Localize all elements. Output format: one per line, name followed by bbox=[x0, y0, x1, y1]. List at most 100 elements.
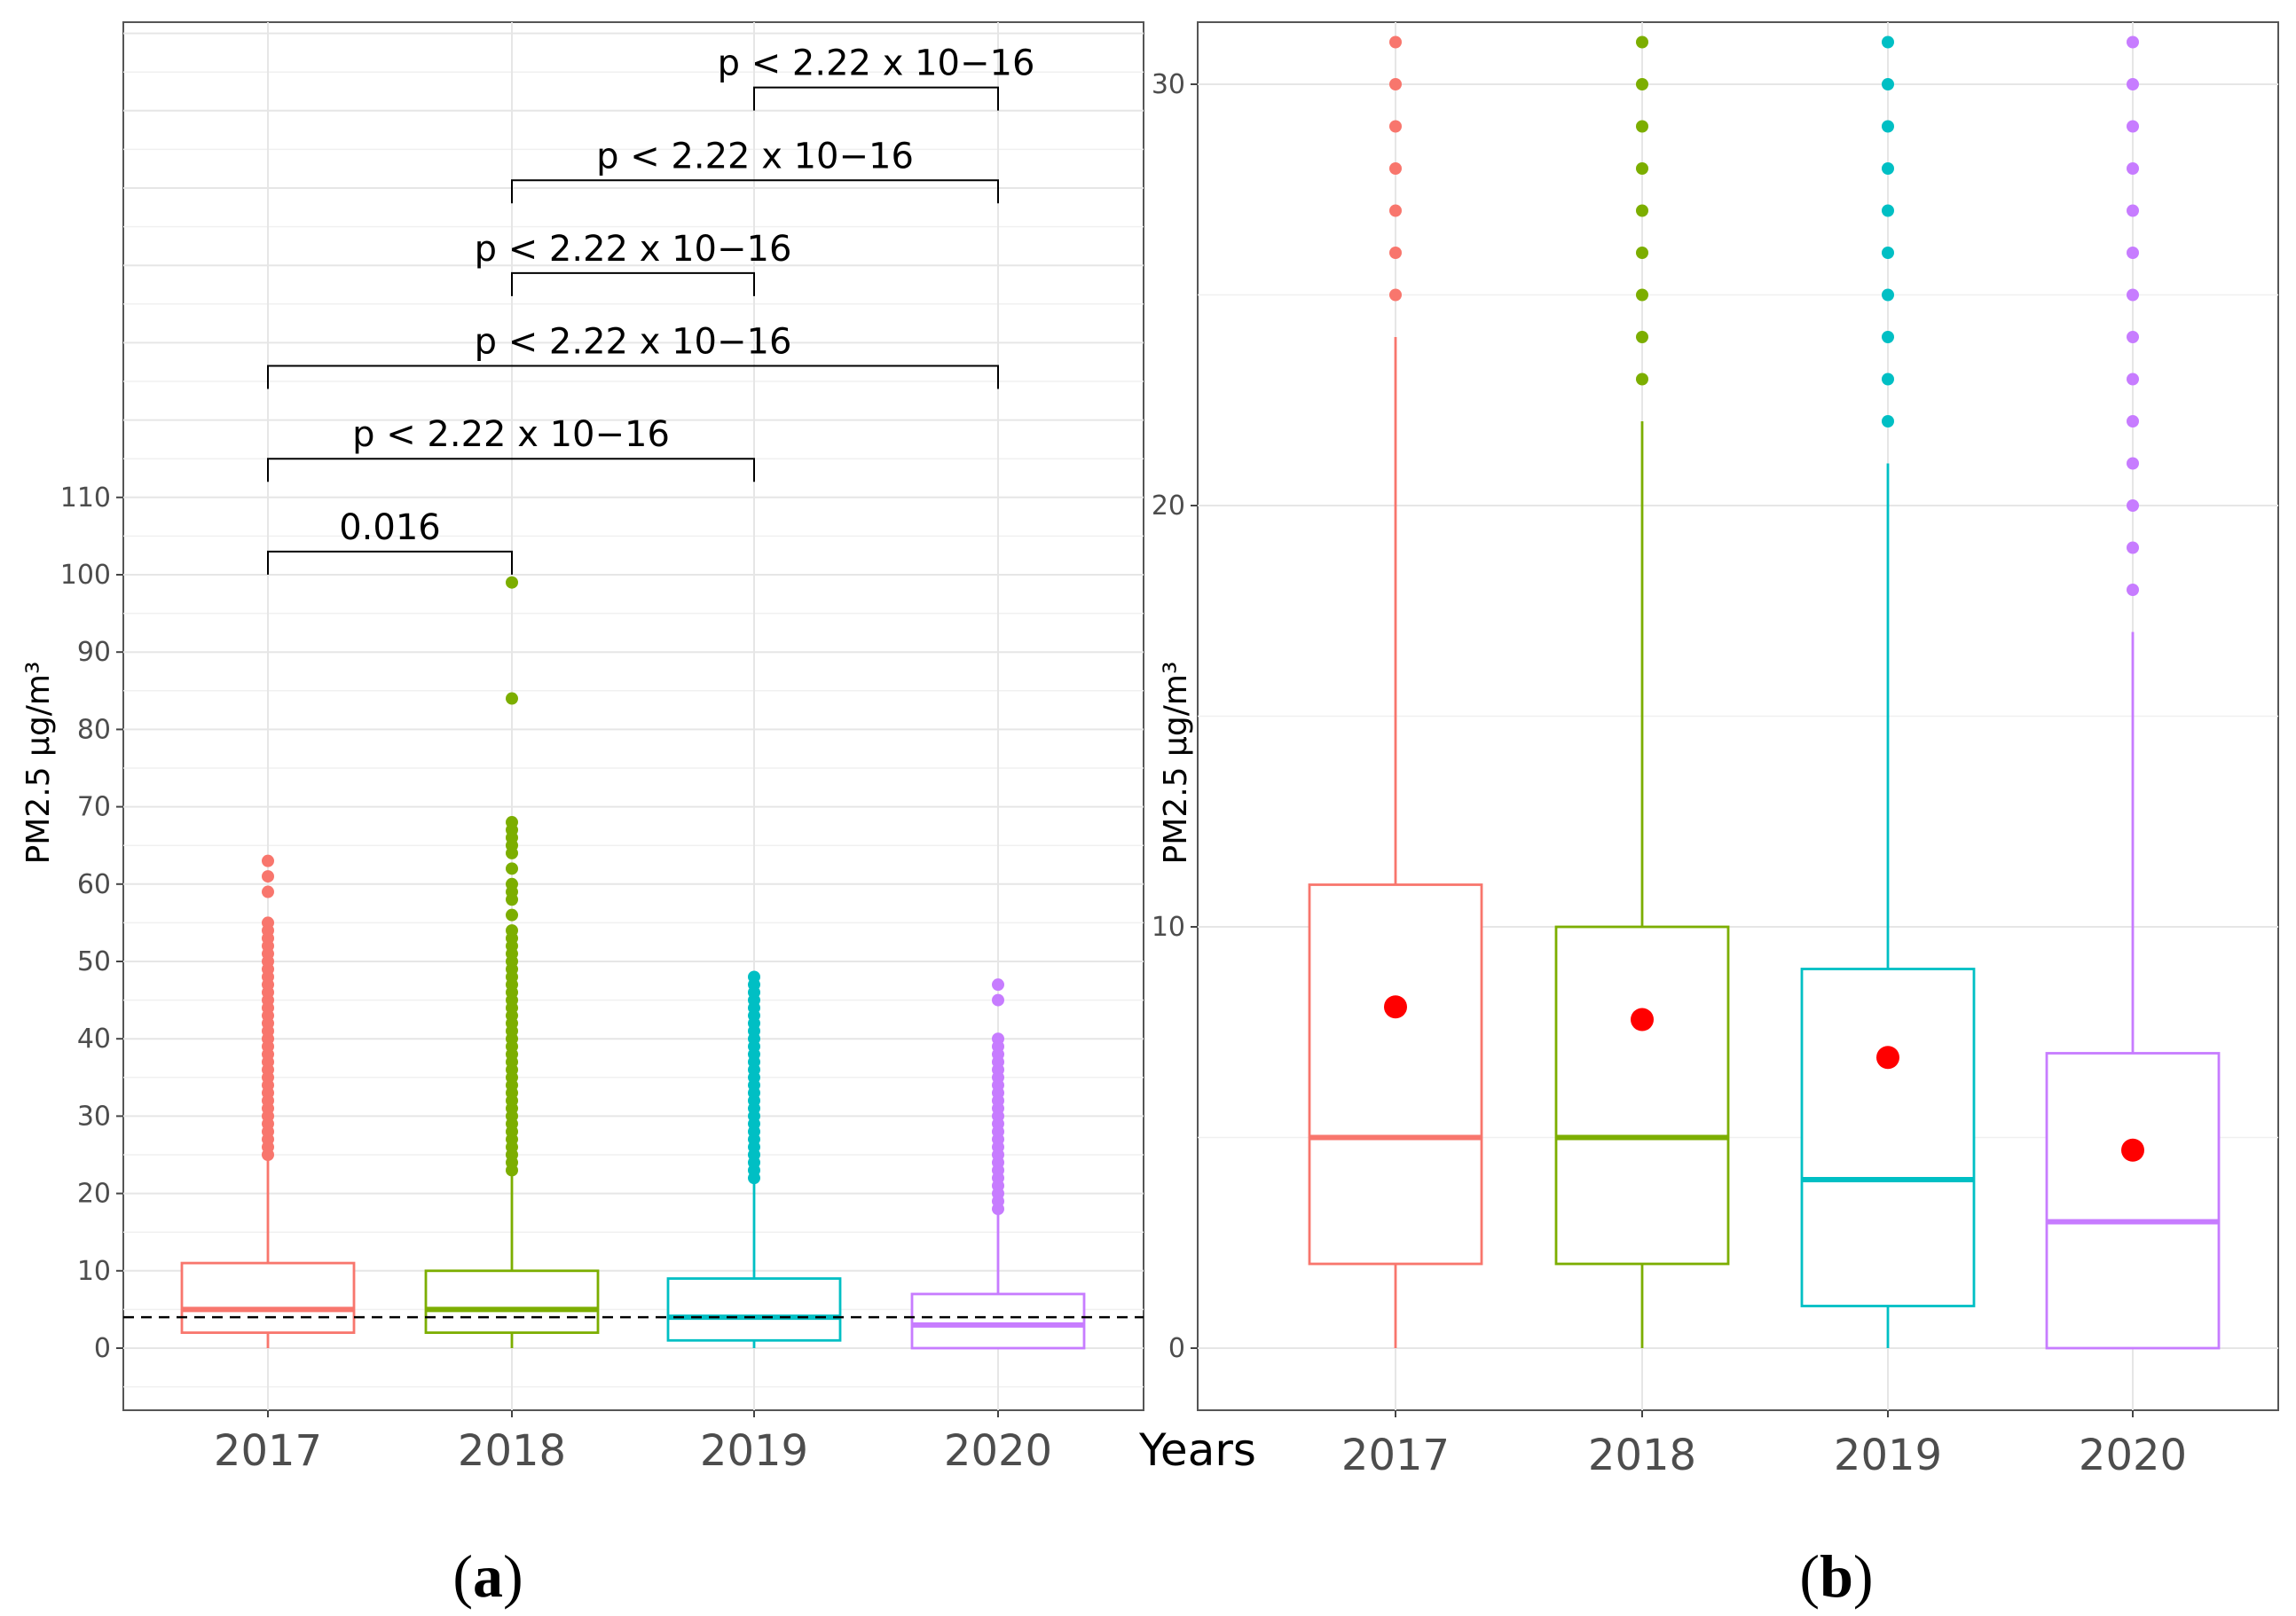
comparison-bracket: p < 2.22 x 10−16 bbox=[511, 136, 999, 204]
outlier-point bbox=[2127, 584, 2139, 596]
outlier-point bbox=[2127, 78, 2139, 90]
x-tick-label: 2020 bbox=[2079, 1431, 2187, 1480]
box-2020 bbox=[910, 978, 1086, 1350]
y-tick-label: 60 bbox=[77, 869, 111, 900]
y-tick-label: 10 bbox=[1152, 912, 1185, 943]
p-value-label: p < 2.22 x 10−16 bbox=[352, 414, 670, 455]
p-value-label: p < 2.22 x 10−16 bbox=[475, 229, 792, 270]
outlier-point bbox=[262, 885, 274, 898]
y-tick-label: 10 bbox=[77, 1256, 111, 1287]
box-2019 bbox=[666, 970, 842, 1348]
box-2020 bbox=[2045, 35, 2221, 1350]
y-tick-label: 30 bbox=[77, 1101, 111, 1132]
outlier-point bbox=[1389, 120, 1402, 133]
outlier-point bbox=[2127, 247, 2139, 259]
comparison-bracket: p < 2.22 x 10−16 bbox=[475, 229, 792, 296]
outlier-point bbox=[506, 816, 518, 829]
box-2018 bbox=[1554, 35, 1730, 1348]
outlier-point bbox=[1636, 373, 1648, 386]
outlier-point bbox=[1882, 415, 1894, 428]
x-tick-label: 2019 bbox=[1834, 1431, 1942, 1480]
x-tick-label: 2018 bbox=[458, 1426, 566, 1476]
outlier-point bbox=[1389, 288, 1402, 302]
y-tick-label: 0 bbox=[94, 1333, 111, 1364]
outlier-point bbox=[1882, 162, 1894, 175]
x-tick-label: 2017 bbox=[1341, 1431, 1450, 1480]
panel-label-paren: ( bbox=[452, 1542, 473, 1610]
outlier-point bbox=[506, 692, 518, 705]
y-tick-label: 40 bbox=[77, 1024, 111, 1055]
outlier-point bbox=[1636, 120, 1648, 133]
outlier-point bbox=[262, 854, 274, 867]
y-axis-label: PM2.5 µg/m³ bbox=[1158, 662, 1194, 865]
outlier-point bbox=[1882, 204, 1894, 217]
x-tick-label: 2020 bbox=[944, 1426, 1052, 1476]
outlier-point bbox=[1882, 288, 1894, 302]
outlier-point bbox=[1389, 162, 1402, 175]
outlier-point bbox=[1882, 78, 1894, 90]
box-body bbox=[180, 1261, 356, 1334]
y-tick-label: 0 bbox=[1168, 1333, 1185, 1364]
outlier-point bbox=[262, 870, 274, 883]
y-tick-label: 80 bbox=[77, 714, 111, 745]
outlier-point bbox=[1882, 331, 1894, 343]
comparison-bracket: p < 2.22 x 10−16 bbox=[267, 322, 999, 389]
outlier-point bbox=[748, 970, 760, 984]
box-body bbox=[666, 1277, 842, 1342]
mean-point bbox=[2121, 1138, 2144, 1162]
x-tick-label: 2017 bbox=[214, 1426, 322, 1476]
p-value-label: p < 2.22 x 10−16 bbox=[718, 43, 1035, 84]
outlier-point bbox=[2127, 288, 2139, 302]
box-2018 bbox=[424, 576, 600, 1348]
y-tick-label: 100 bbox=[60, 560, 111, 591]
outlier-point bbox=[1882, 35, 1894, 49]
outlier-point bbox=[1389, 78, 1402, 90]
box-body bbox=[1554, 925, 1730, 1266]
outlier-point bbox=[992, 1032, 1004, 1046]
outlier-point bbox=[1882, 120, 1894, 133]
outlier-point bbox=[1882, 247, 1894, 259]
panel-label-letter: b bbox=[1820, 1542, 1853, 1610]
outlier-point bbox=[2127, 499, 2139, 512]
box-body bbox=[424, 1269, 600, 1334]
outlier-point bbox=[992, 978, 1004, 992]
outlier-point bbox=[1389, 204, 1402, 217]
outlier-point bbox=[2127, 541, 2139, 554]
outlier-point bbox=[992, 993, 1004, 1007]
outlier-point bbox=[1636, 162, 1648, 175]
panel-label-letter: a bbox=[473, 1542, 503, 1610]
comparison-bracket: p < 2.22 x 10−16 bbox=[718, 43, 1035, 111]
bracket-line bbox=[511, 271, 755, 296]
box-body bbox=[1800, 968, 1976, 1307]
outlier-point bbox=[2127, 162, 2139, 175]
outlier-point bbox=[1636, 331, 1648, 343]
y-tick-label: 50 bbox=[77, 946, 111, 977]
comparison-bracket: 0.016 bbox=[267, 507, 513, 575]
outlier-point bbox=[506, 908, 518, 922]
outlier-point bbox=[1389, 35, 1402, 49]
bracket-line bbox=[267, 458, 755, 482]
panel-label-paren: ) bbox=[1853, 1542, 1874, 1610]
p-value-label: 0.016 bbox=[339, 507, 441, 548]
y-tick-label: 30 bbox=[1152, 69, 1185, 100]
y-tick-label: 90 bbox=[77, 637, 111, 668]
comparison-bracket: p < 2.22 x 10−16 bbox=[267, 414, 755, 482]
box-body bbox=[910, 1292, 1086, 1350]
y-tick-label: 20 bbox=[77, 1179, 111, 1210]
panel-label: (a) bbox=[452, 1542, 523, 1610]
bracket-line bbox=[267, 365, 999, 389]
outlier-point bbox=[1882, 373, 1894, 386]
outlier-point bbox=[1636, 204, 1648, 217]
outlier-point bbox=[506, 576, 518, 589]
box-2019 bbox=[1800, 35, 1976, 1348]
p-value-label: p < 2.22 x 10−16 bbox=[596, 136, 914, 177]
x-tick-label: 2019 bbox=[700, 1426, 808, 1476]
outlier-point bbox=[2127, 35, 2139, 49]
panel-b: 0 10 20 30 2017 2018 2019 2020 PM2.5 µg/m³ (b) bbox=[1152, 21, 2279, 1610]
panel-label: (b) bbox=[1799, 1542, 1873, 1610]
outlier-point bbox=[506, 862, 518, 875]
outlier-point bbox=[2127, 373, 2139, 386]
x-tick-label: 2018 bbox=[1588, 1431, 1696, 1480]
box-body bbox=[1308, 883, 1483, 1266]
